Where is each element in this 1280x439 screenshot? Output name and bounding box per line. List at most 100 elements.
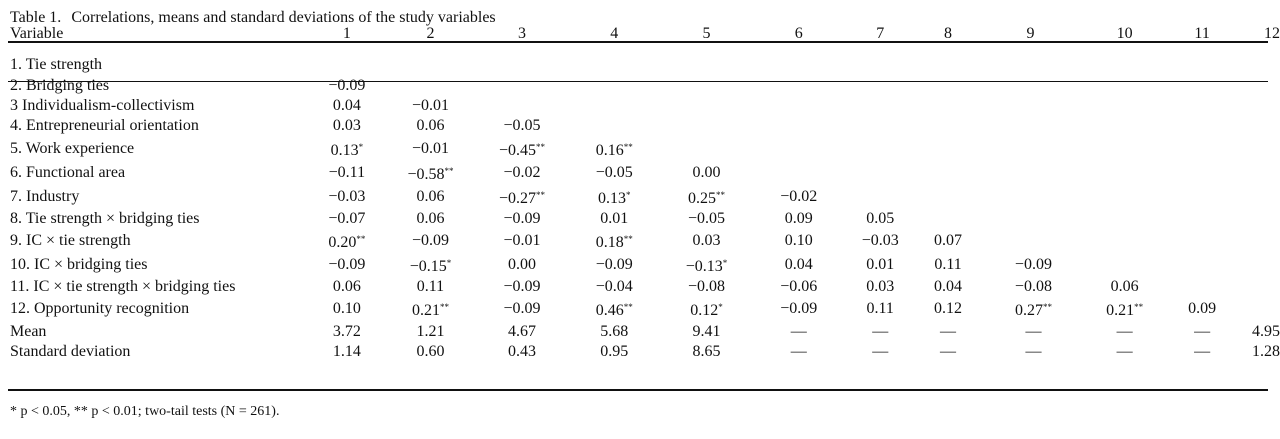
table-cell — [844, 116, 917, 136]
table-cell: 0.04 — [332, 96, 361, 114]
table-cell: — — [940, 342, 957, 360]
table-cell — [1168, 75, 1237, 95]
table-cell — [1168, 116, 1237, 136]
table-cell: — — [1025, 322, 1042, 340]
header-col-10: 10 — [1116, 25, 1133, 42]
table-row: Mean 3.72 1.21 4.67 5.68 9.41 — — — — — — 4.95 — [10, 321, 1280, 341]
table-cell — [1236, 253, 1280, 277]
table-cell: — — [1116, 322, 1133, 340]
table-footnote: * p < 0.05, ** p < 0.01; two-tail tests … — [10, 404, 280, 419]
table-cell: 0.12* — [690, 302, 723, 320]
table-cell: 0.10 — [332, 300, 361, 318]
table-cell: −0.08 — [1014, 278, 1052, 296]
row-label: 8. Tie strength × bridging ties — [10, 209, 200, 227]
table-row: 2. Bridging ties −0.09 — [10, 75, 1280, 95]
table-cell: −0.09 — [328, 255, 366, 273]
table-cell — [917, 55, 980, 75]
table-cell: 1.14 — [332, 342, 361, 360]
row-label: 2. Bridging ties — [10, 76, 110, 94]
table-cell: −0.04 — [595, 278, 633, 296]
table-row: 12. Opportunity recognition 0.10 0.21** −0.… — [10, 297, 1280, 321]
table-cell — [844, 55, 917, 75]
table-cell — [308, 55, 387, 75]
table-cell — [569, 96, 659, 116]
table-cell: −0.09 — [1014, 255, 1052, 273]
table-cell — [1081, 229, 1167, 253]
table-cell: 0.43 — [507, 342, 536, 360]
table-cell — [659, 96, 753, 116]
table-cell — [1081, 185, 1167, 209]
table-cell: 0.18** — [595, 233, 633, 251]
table-cell — [1081, 209, 1167, 229]
table-caption: Table 1. Correlations, means and standard… — [10, 8, 496, 28]
header-col-11: 11 — [1194, 25, 1210, 42]
table-cell: 0.06 — [1110, 278, 1139, 296]
table-header-rule — [8, 81, 1268, 82]
header-col-12: 12 — [1264, 25, 1280, 42]
table-cell: 4.67 — [507, 322, 536, 340]
header-col-5: 5 — [702, 25, 711, 42]
row-label: 4. Entrepreneurial orientation — [10, 117, 199, 135]
table-cell: 5.68 — [600, 322, 629, 340]
table-cell: — — [790, 342, 807, 360]
table-cell: — — [790, 322, 807, 340]
table-cell: — — [872, 342, 889, 360]
row-label: Mean — [10, 322, 47, 340]
table-cell: 0.11 — [934, 255, 962, 273]
table-cell: −0.01 — [411, 139, 449, 157]
table-cell: −0.15* — [409, 257, 452, 275]
table-cell: 0.11 — [866, 300, 894, 318]
table-cell: 0.13* — [330, 141, 364, 159]
table-cell: −0.03 — [328, 187, 366, 205]
table-cell — [844, 96, 917, 116]
table-cell: −0.09 — [595, 255, 633, 273]
table-cell: 0.03 — [866, 278, 895, 296]
table-cell — [1081, 75, 1167, 95]
table-cell — [1168, 253, 1237, 277]
table-cell — [754, 96, 844, 116]
table-cell — [659, 137, 753, 161]
table-cell — [1081, 161, 1167, 185]
table-cell — [979, 96, 1081, 116]
table-cell: −0.09 — [503, 278, 541, 296]
table-cell — [917, 116, 980, 136]
table-cell — [844, 75, 917, 95]
table-cell — [1236, 297, 1280, 321]
table-cell — [917, 209, 980, 229]
table-cell — [979, 161, 1081, 185]
row-label: Standard deviation — [10, 342, 131, 360]
table-cell: 0.04 — [784, 255, 813, 273]
table-cell: −0.07 — [328, 209, 366, 227]
table-cell: −0.02 — [780, 187, 818, 205]
table-cell — [1168, 185, 1237, 209]
table-cell — [979, 55, 1081, 75]
table-cell: 0.16** — [595, 141, 633, 159]
row-label: 3 Individualism-collectivism — [10, 96, 195, 114]
table-cell: 0.06 — [416, 209, 445, 227]
table-cell: 0.01 — [866, 255, 895, 273]
table-cell: 0.06 — [416, 117, 445, 135]
table-cell: −0.01 — [411, 96, 449, 114]
table-cell: 0.06 — [416, 187, 445, 205]
row-label: 10. IC × bridging ties — [10, 255, 148, 273]
table-row: Standard deviation 1.14 0.60 0.43 0.95 8.65 — —… — [10, 342, 1280, 362]
table-cell — [979, 137, 1081, 161]
table-cell — [754, 116, 844, 136]
table-cell — [1236, 75, 1280, 95]
table-cell: 0.10 — [784, 231, 813, 249]
table-cell: 0.25** — [687, 189, 725, 207]
table-cell: −0.13* — [685, 257, 728, 275]
table-cell: 0.11 — [416, 278, 445, 296]
table-cell — [1236, 116, 1280, 136]
header-variable: Variable — [10, 25, 64, 42]
row-label: 12. Opportunity recognition — [10, 300, 190, 318]
table-cell — [1236, 185, 1280, 209]
table-cell: −0.58** — [407, 165, 454, 183]
table-row: 5. Work experience 0.13* −0.01 −0.45** 0.16*… — [10, 137, 1280, 161]
table-cell — [917, 75, 980, 95]
table-cell — [979, 185, 1081, 209]
table-cell: 0.60 — [416, 342, 445, 360]
table-cell — [1168, 277, 1237, 297]
table-row: 11. IC × tie strength × bridging ties 0.0… — [10, 277, 1280, 297]
table-cell: −0.09 — [503, 209, 541, 227]
